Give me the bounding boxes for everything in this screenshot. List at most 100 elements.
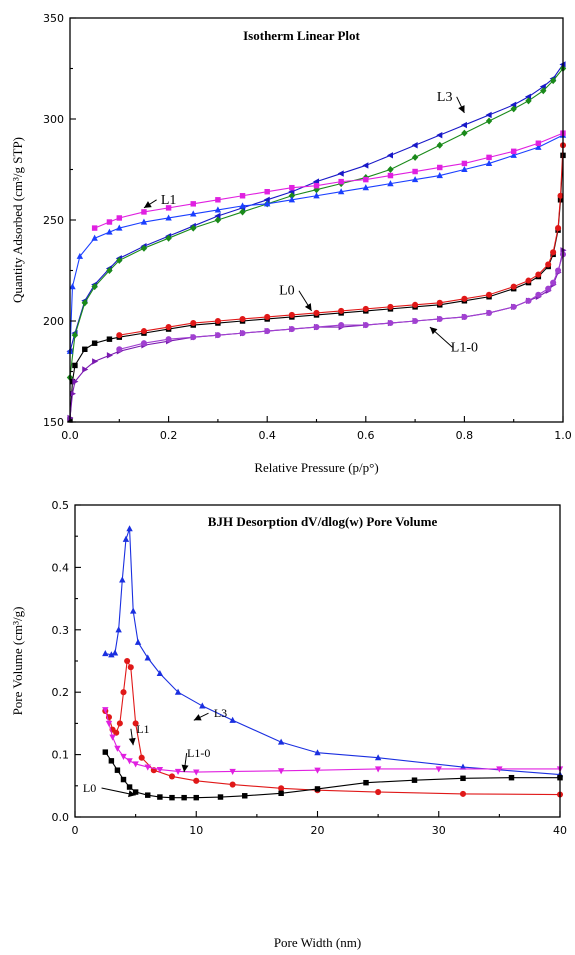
annotation-label: L0	[279, 284, 295, 299]
data-point	[535, 143, 542, 150]
data-point	[116, 215, 123, 221]
series-line	[69, 134, 564, 352]
data-point	[157, 794, 163, 800]
data-point	[239, 208, 246, 216]
data-point	[264, 189, 270, 195]
data-point	[120, 776, 127, 783]
data-point	[127, 664, 134, 671]
data-point	[214, 212, 221, 220]
data-point	[126, 758, 133, 765]
bjh-chart-title: BJH Desorption dV/dlog(w) Pore Volume	[208, 514, 438, 529]
annotation-label: L3	[437, 90, 453, 105]
y-tick-label: 200	[43, 315, 64, 328]
data-point	[126, 784, 133, 790]
data-point	[535, 140, 542, 146]
data-point	[510, 101, 517, 109]
data-point	[102, 707, 109, 714]
data-point	[102, 749, 109, 755]
data-point	[524, 93, 532, 100]
data-point	[138, 754, 145, 761]
y-tick-label: 0.3	[52, 624, 70, 637]
data-point	[549, 77, 557, 85]
data-point	[362, 322, 369, 329]
series-l0-3	[102, 749, 563, 801]
data-point	[108, 758, 115, 764]
data-point	[132, 720, 139, 727]
data-point	[375, 789, 382, 796]
annotation-label: L0	[83, 781, 96, 795]
data-point	[545, 261, 552, 268]
data-point	[288, 311, 295, 318]
data-point	[116, 346, 123, 353]
data-point	[387, 303, 394, 310]
data-point	[190, 319, 197, 327]
data-point	[411, 142, 418, 149]
data-point	[363, 176, 369, 183]
data-point	[239, 193, 246, 199]
data-point	[387, 165, 394, 174]
data-point	[69, 283, 76, 290]
data-point	[190, 334, 197, 341]
data-point	[106, 336, 113, 342]
data-point	[508, 774, 515, 781]
data-point	[165, 324, 172, 331]
series-l1-1	[102, 657, 564, 798]
data-point	[190, 210, 197, 217]
annotation-label: L1	[161, 193, 177, 208]
data-point	[124, 657, 131, 665]
data-point	[486, 154, 492, 161]
data-point	[181, 794, 187, 801]
data-point	[387, 319, 394, 327]
data-point	[106, 228, 113, 235]
data-point	[165, 336, 172, 343]
data-point	[190, 224, 197, 232]
series-l1-2	[66, 131, 567, 354]
data-point	[313, 192, 320, 199]
data-point	[461, 165, 468, 173]
series-l0-5	[116, 142, 567, 339]
annotation-label: L1-0	[187, 746, 210, 760]
data-point	[239, 202, 246, 209]
bjh-x-axis-label: Pore Width (nm)	[274, 935, 361, 950]
data-point	[165, 234, 172, 242]
data-point	[461, 160, 468, 167]
data-point	[145, 792, 151, 798]
data-point	[264, 328, 271, 335]
data-point	[193, 777, 200, 784]
data-point	[156, 767, 164, 774]
data-point	[374, 754, 382, 761]
data-point	[174, 688, 182, 695]
data-point	[116, 256, 123, 264]
series-line	[94, 132, 564, 229]
data-point	[545, 285, 552, 292]
data-point	[362, 184, 369, 191]
data-point	[72, 362, 78, 369]
data-point	[82, 366, 89, 373]
data-point	[214, 317, 221, 325]
data-point	[263, 196, 270, 203]
data-point	[277, 768, 285, 775]
data-point	[412, 168, 418, 175]
data-point	[91, 283, 98, 291]
data-point	[412, 317, 419, 325]
data-point	[217, 794, 224, 800]
x-tick-label: 0.0	[61, 429, 79, 442]
annotation-label: L1	[136, 722, 149, 736]
series-l1-3	[91, 130, 566, 231]
series-line	[105, 528, 561, 776]
data-point	[174, 768, 182, 775]
data-point	[239, 315, 246, 323]
isotherm-y-axis-label: Quantity Adsorbed (cm³/g STP)	[10, 137, 25, 303]
data-point	[337, 170, 344, 177]
data-point	[214, 216, 222, 224]
data-point	[156, 669, 164, 677]
annotation-arrowhead	[181, 764, 189, 773]
data-point	[168, 773, 176, 780]
data-point	[411, 153, 419, 161]
data-point	[82, 346, 88, 352]
data-point	[411, 777, 418, 783]
data-point	[461, 313, 468, 320]
data-point	[120, 753, 127, 760]
y-tick-label: 350	[43, 12, 64, 25]
